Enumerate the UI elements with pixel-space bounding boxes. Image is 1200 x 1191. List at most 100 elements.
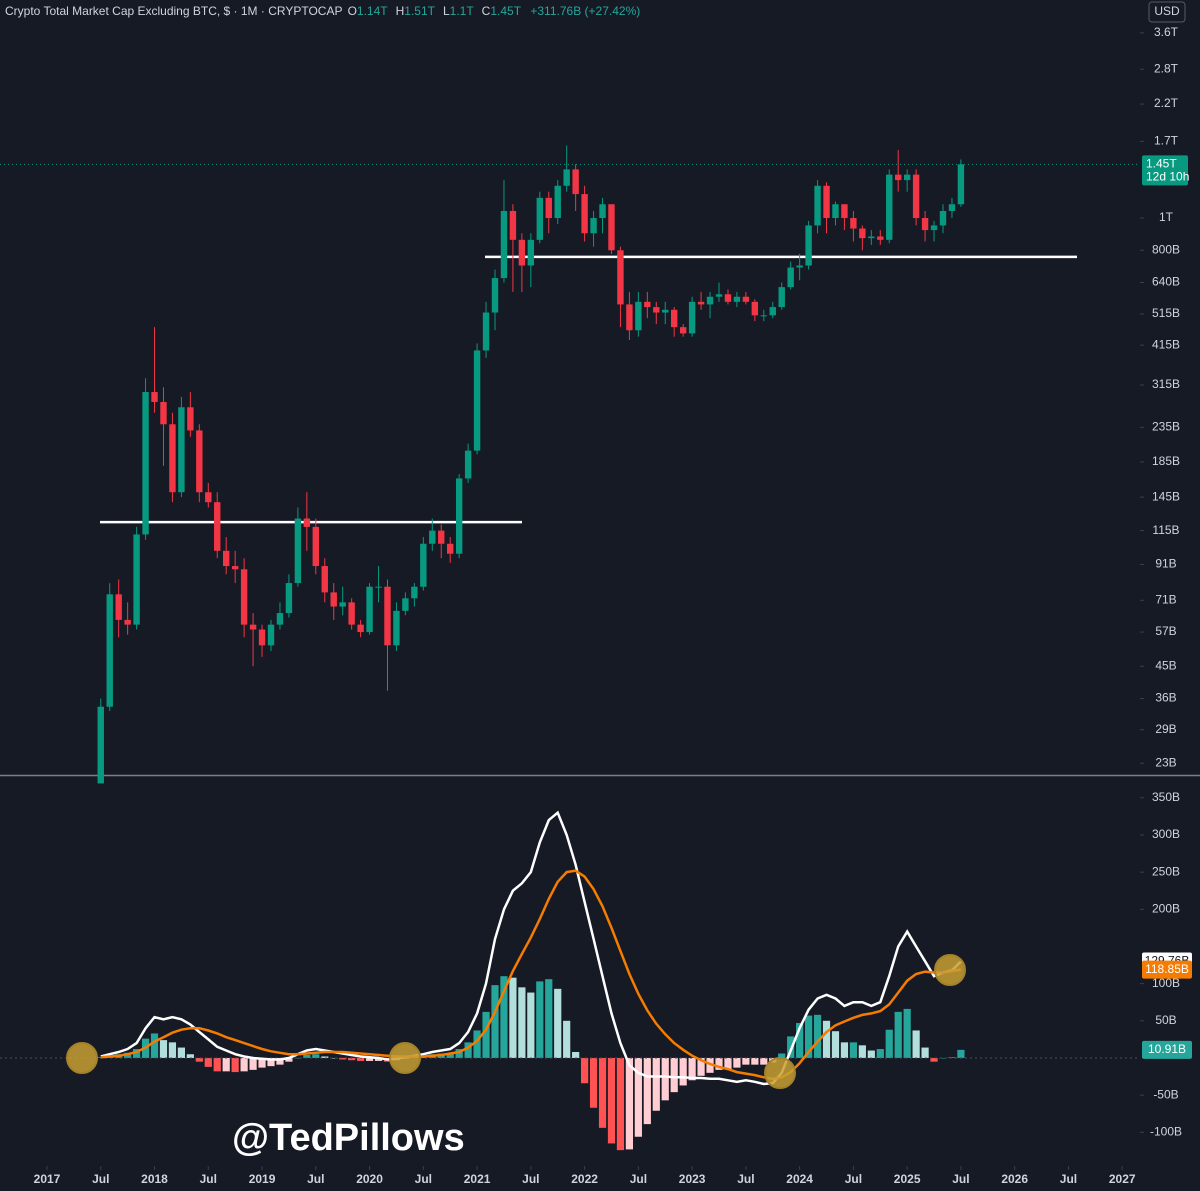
y-tick-label: 23B	[1155, 755, 1176, 769]
cross-marker	[66, 1042, 98, 1074]
candle-body	[97, 706, 104, 784]
histogram-bar	[661, 1057, 669, 1101]
candle-body	[760, 315, 767, 317]
y-tick-label: 2.2T	[1154, 96, 1179, 110]
candle-body	[411, 586, 418, 599]
ohlc-key: L	[442, 4, 450, 18]
x-tick-label: 2022	[571, 1172, 598, 1186]
histogram-bar	[133, 1049, 141, 1058]
candle-body	[402, 598, 409, 611]
x-tick-label: Jul	[307, 1172, 324, 1186]
candle-body	[957, 164, 965, 205]
histogram-bar	[464, 1042, 472, 1058]
y-tick-label: 315B	[1152, 377, 1180, 391]
histogram-bar	[374, 1057, 383, 1061]
ohlc-value: 1.14T	[356, 4, 388, 18]
candle-body	[187, 407, 194, 431]
candle-body	[285, 583, 293, 614]
histogram-bar	[348, 1057, 356, 1061]
histogram-bar	[813, 1014, 822, 1058]
histogram-bar	[849, 1042, 857, 1058]
macd-y-tick-label: -50B	[1153, 1087, 1178, 1101]
x-tick-label: Jul	[522, 1172, 539, 1186]
candle-body	[653, 307, 660, 313]
histogram-bar	[536, 981, 544, 1058]
ohlc-value: 1.45T	[490, 4, 522, 18]
histogram-bar	[894, 1011, 902, 1058]
candle-body	[635, 301, 642, 331]
candle-body	[859, 228, 866, 239]
histogram-bar	[500, 976, 508, 1058]
y-tick-label: 515B	[1152, 306, 1180, 320]
currency-box[interactable]	[1148, 1, 1186, 23]
histogram-bar	[330, 1057, 338, 1059]
candle-body	[733, 296, 741, 302]
macd-y-tick-label: -100B	[1150, 1124, 1182, 1138]
x-tick-label: Jul	[952, 1172, 969, 1186]
candle-body	[930, 225, 938, 231]
histogram-bar	[589, 1057, 598, 1108]
x-tick-label: 2017	[34, 1172, 61, 1186]
candle-body	[662, 309, 669, 313]
y-tick-label: 91B	[1155, 557, 1176, 571]
candle-body	[679, 327, 687, 334]
candle-body	[742, 296, 750, 302]
histogram-bar	[168, 1042, 177, 1058]
last-price-box	[1142, 155, 1188, 186]
candle-body	[473, 350, 481, 451]
candle-body	[303, 518, 311, 527]
histogram-bar	[733, 1057, 741, 1068]
last-price-label: 1.45T	[1146, 156, 1177, 170]
candle-body	[348, 602, 355, 625]
histogram-bar	[159, 1040, 168, 1058]
candle-body	[142, 392, 149, 535]
candle-body	[438, 530, 445, 544]
candle-body	[160, 402, 167, 425]
histogram-bar	[598, 1057, 607, 1128]
histogram-bar	[688, 1057, 696, 1081]
candle-body	[366, 586, 373, 633]
candle-body	[240, 569, 248, 625]
x-tick-label: 2018	[141, 1172, 168, 1186]
x-tick-label: 2023	[679, 1172, 706, 1186]
candle-body	[644, 301, 651, 308]
candle-body	[321, 566, 328, 593]
candle-body	[939, 210, 947, 226]
histogram-bar	[903, 1008, 911, 1058]
histogram-bar	[339, 1057, 347, 1060]
histogram-bar	[518, 987, 526, 1058]
currency: USD	[1154, 4, 1180, 18]
histogram-bar	[670, 1057, 678, 1093]
candle-body	[133, 534, 140, 625]
candle-body	[724, 294, 732, 302]
histogram-bar	[930, 1057, 938, 1062]
cross-marker	[934, 954, 966, 986]
candle-body	[841, 204, 848, 219]
histogram-last-label-box	[1142, 1040, 1192, 1059]
histogram-bar	[231, 1057, 239, 1073]
histogram-bar	[634, 1057, 642, 1137]
candle-body	[196, 430, 203, 493]
candle-body	[205, 492, 212, 503]
macd-y-tick-label: 300B	[1152, 827, 1180, 841]
histogram-bar	[831, 1031, 840, 1058]
histogram-bar	[258, 1057, 266, 1068]
candle-body	[500, 210, 508, 279]
histogram-bar	[222, 1057, 230, 1072]
y-tick-label: 45B	[1155, 658, 1176, 672]
histogram-bar	[249, 1057, 257, 1070]
candle-body	[778, 287, 785, 308]
histogram-bar	[545, 979, 553, 1058]
candle-body	[599, 204, 606, 219]
candle-body	[491, 278, 499, 313]
ohlc-key: C	[481, 4, 491, 18]
macd-last-label: 118.85B	[1145, 962, 1189, 976]
ohlc-value: 1.1T	[449, 4, 474, 18]
ohlc-key: H	[395, 4, 405, 18]
x-tick-label: Jul	[630, 1172, 647, 1186]
histogram-bar	[186, 1054, 194, 1058]
histogram-bar	[715, 1057, 723, 1070]
candle-body	[545, 197, 552, 219]
cross-marker	[389, 1042, 421, 1074]
